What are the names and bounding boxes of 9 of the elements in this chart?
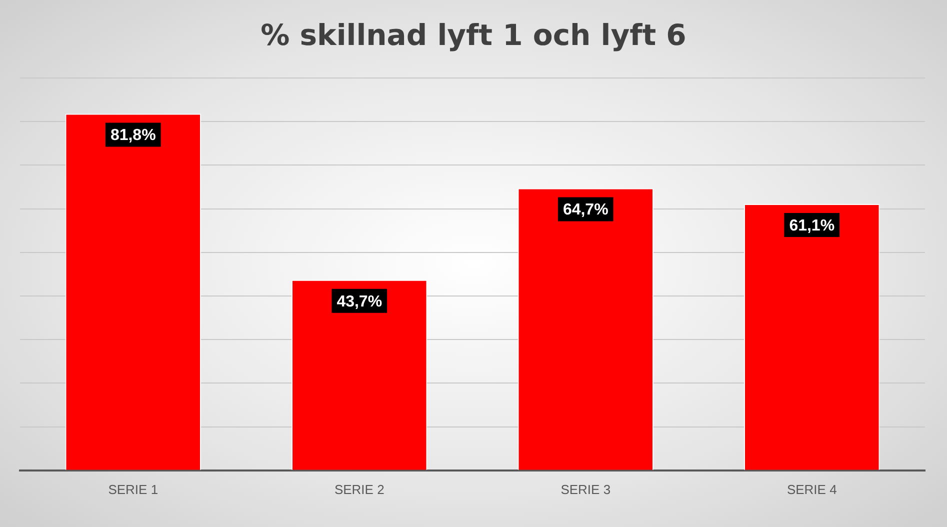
x-tick-label: SERIE 3 xyxy=(560,482,611,497)
data-label: 61,1% xyxy=(789,217,835,234)
data-label: 81,8% xyxy=(110,127,156,144)
x-tick-label: SERIE 2 xyxy=(334,482,384,497)
data-label: 43,7% xyxy=(336,293,382,310)
x-tick-label: SERIE 1 xyxy=(108,482,158,497)
x-tick-label: SERIE 4 xyxy=(786,482,837,497)
data-label: 64,7% xyxy=(562,202,608,219)
chart-title: % skillnad lyft 1 och lyft 6 xyxy=(260,18,688,52)
